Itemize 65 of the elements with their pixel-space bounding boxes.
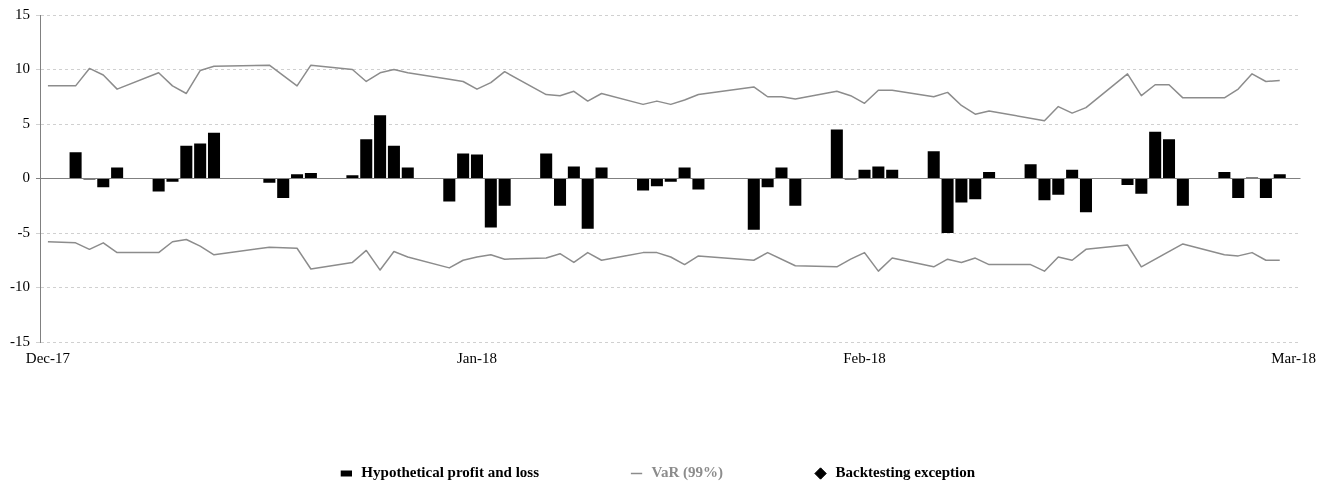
y-tick-label: -10 [10,278,30,295]
bar [664,179,677,182]
bar [761,179,774,188]
bar [374,115,387,178]
bar [498,179,511,206]
x-tick-label: Feb-18 [843,349,886,366]
y-tick-label: -5 [17,223,30,240]
bar [1066,169,1079,178]
bar [180,145,193,178]
bar [581,179,594,229]
bar [1052,179,1065,195]
bar [484,179,497,228]
bar [554,179,567,206]
bar [1079,179,1092,213]
bar [1038,179,1051,201]
bar [886,169,899,178]
bar [69,152,82,178]
bar [747,179,760,230]
y-tick-label: -15 [10,332,30,349]
bar [291,174,304,178]
bar [1162,139,1176,178]
x-tick-label: Dec-17 [25,349,71,366]
bar [194,143,207,178]
bar [983,171,996,178]
bar [1218,171,1231,178]
bar [567,166,580,178]
y-tick-label: 10 [15,60,30,77]
bar [1024,164,1037,178]
bar [111,167,124,178]
bar [346,175,359,178]
legend-label: Backtesting exception [835,464,976,481]
bar [360,139,373,178]
bar [1273,174,1286,178]
legend-label: VaR (99%) [651,464,724,482]
bar [207,132,221,178]
bar [1149,131,1162,178]
bar [595,167,608,178]
y-tick-label: 15 [15,5,30,22]
bar [1232,179,1245,199]
bar [97,179,110,188]
bar [692,179,705,190]
bar [678,167,691,178]
bar [830,129,843,178]
legend-label: Hypothetical profit and loss [361,464,540,481]
bar [457,153,470,178]
bar [470,154,483,178]
x-tick-label: Mar-18 [1271,349,1316,366]
bar [650,179,663,187]
bar [775,167,788,178]
bar [277,179,290,199]
y-tick-label: 5 [22,114,30,131]
bar [789,179,802,206]
bar [443,179,456,202]
bar [637,179,650,191]
x-tick-label: Jan-18 [456,349,497,366]
bar [927,151,940,178]
bar [387,145,400,178]
bar [263,179,276,183]
bar [540,153,553,178]
bar [1259,179,1272,199]
bar [304,173,317,178]
y-tick-label: 0 [22,169,30,186]
bar [401,167,414,178]
bar [1176,179,1189,206]
bar [969,179,982,200]
